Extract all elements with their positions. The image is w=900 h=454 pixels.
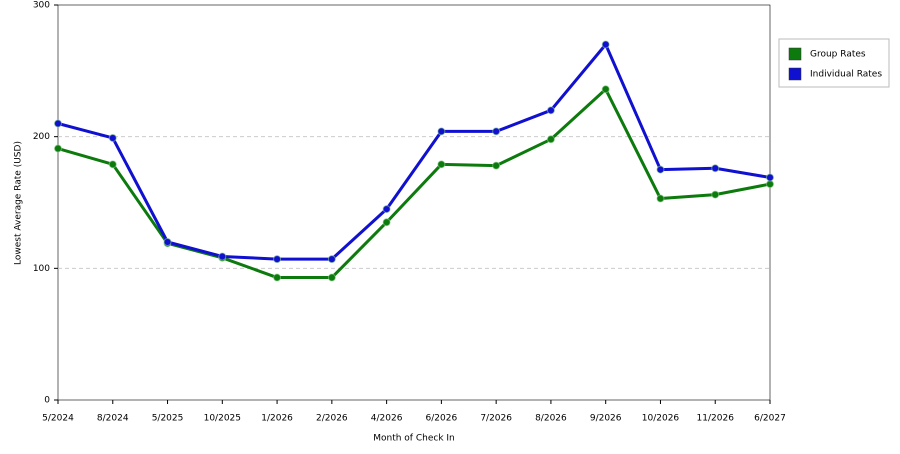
legend-label: Individual Rates	[810, 70, 882, 80]
data-point	[766, 173, 774, 182]
data-point	[54, 144, 62, 153]
plot-area	[57, 4, 771, 401]
data-point	[437, 127, 446, 136]
legend-label: Group Rates	[810, 50, 866, 60]
x-tick-label: 8/2024	[97, 414, 129, 424]
data-point	[218, 252, 227, 261]
x-tick-label: 8/2026	[535, 414, 567, 424]
x-tick-label: 5/2024	[42, 414, 74, 424]
data-point	[546, 106, 555, 115]
y-tick-label: 0	[44, 396, 50, 406]
x-tick-label: 5/2025	[152, 414, 184, 424]
x-tick-label: 10/2026	[642, 414, 680, 424]
x-tick-label: 6/2027	[754, 414, 786, 424]
series-line	[57, 43, 771, 261]
data-point	[273, 255, 282, 264]
data-point	[766, 180, 774, 189]
data-point	[382, 218, 391, 227]
data-point	[273, 273, 282, 282]
x-tick-label: 1/2026	[261, 414, 293, 424]
x-tick-label: 11/2026	[697, 414, 735, 424]
data-point	[601, 40, 610, 49]
x-tick-label: 9/2026	[590, 414, 622, 424]
data-point	[546, 135, 555, 144]
data-point	[656, 194, 665, 203]
data-point	[492, 161, 501, 170]
data-point	[437, 160, 446, 169]
x-tick-label: 7/2026	[480, 414, 512, 424]
data-point	[601, 85, 610, 94]
y-tick-label: 200	[33, 132, 50, 142]
data-point	[711, 190, 720, 199]
y-tick-label: 300	[33, 1, 50, 11]
data-point	[327, 273, 336, 282]
data-point	[656, 165, 665, 174]
data-point	[382, 205, 391, 214]
x-tick-label: 4/2026	[371, 414, 403, 424]
x-tick-label: 6/2026	[426, 414, 458, 424]
x-tick-label: 10/2025	[204, 414, 241, 424]
data-point	[492, 127, 501, 136]
legend-swatch	[788, 67, 802, 81]
x-axis-label: Month of Check In	[373, 434, 455, 444]
y-tick-label: 100	[33, 264, 50, 274]
data-point	[163, 238, 172, 246]
data-point	[108, 133, 117, 142]
data-point	[711, 164, 720, 173]
legend-swatch	[788, 47, 802, 61]
data-point	[327, 255, 336, 264]
x-tick-label: 2/2026	[316, 414, 348, 424]
data-point	[108, 160, 117, 169]
data-point	[54, 119, 62, 128]
y-axis-label: Lowest Average Rate (USD)	[14, 141, 24, 265]
